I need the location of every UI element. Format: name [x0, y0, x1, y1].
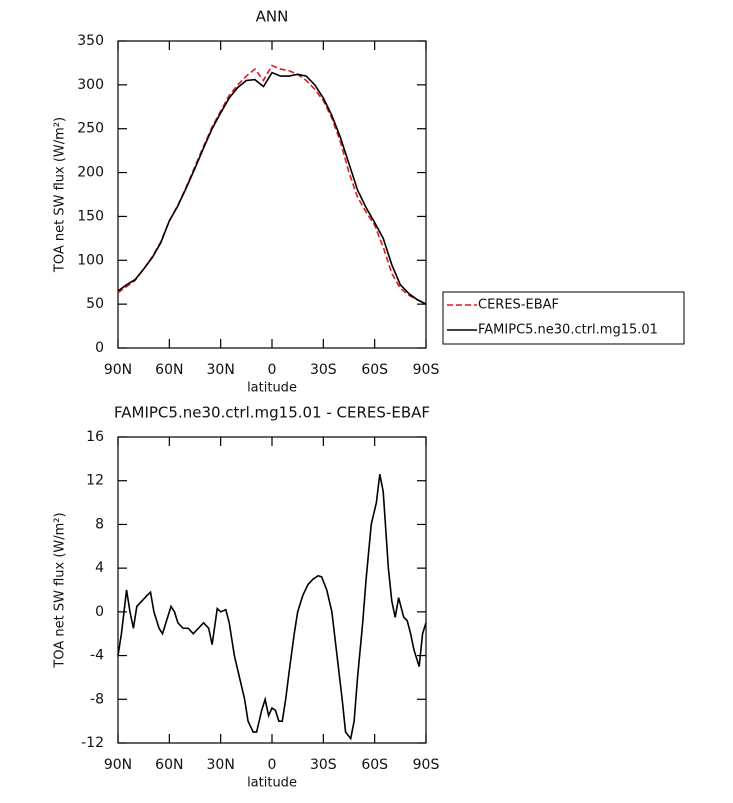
y-tick-label: 0 [95, 604, 104, 620]
x-tick-label: 60S [361, 757, 388, 773]
y-tick-label: 16 [86, 429, 104, 445]
x-tick-label: 90N [104, 362, 132, 378]
y-tick-label: 4 [95, 560, 104, 576]
x-tick-label: 0 [268, 757, 277, 773]
y-tick-label: 350 [77, 33, 104, 49]
y-tick-label: -12 [81, 735, 104, 751]
y-tick-label: -4 [90, 648, 104, 664]
x-tick-label: 60N [155, 362, 183, 378]
plot-frame [117, 40, 427, 349]
y-tick-label: 8 [95, 516, 104, 532]
x-tick-label: 90S [413, 757, 440, 773]
x-tick-label: 60N [155, 757, 183, 773]
y-axis-label: TOA net SW flux (W/m²) [53, 512, 68, 668]
chart-title: FAMIPC5.ne30.ctrl.mg15.01 - CERES-EBAF [114, 404, 430, 422]
x-tick-label: 60S [361, 362, 388, 378]
x-tick-label: 30N [207, 362, 235, 378]
y-tick-label: 200 [77, 165, 104, 181]
y-tick-label: 150 [77, 208, 104, 224]
y-tick-label: 50 [86, 296, 104, 312]
y-tick-label: 0 [95, 340, 104, 356]
x-axis-label: latitude [247, 381, 297, 396]
x-tick-label: 30S [310, 757, 337, 773]
y-tick-label: 12 [86, 473, 104, 489]
legend-label: FAMIPC5.ne30.ctrl.mg15.01 [478, 323, 658, 338]
y-axis-label: TOA net SW flux (W/m²) [53, 117, 68, 273]
legend-box [442, 291, 685, 345]
x-axis-label: latitude [247, 776, 297, 791]
plot-frame [117, 436, 427, 744]
x-tick-label: 90N [104, 757, 132, 773]
x-tick-label: 30N [207, 757, 235, 773]
y-tick-label: 100 [77, 252, 104, 268]
chart-title: ANN [256, 8, 289, 26]
legend-label: CERES-EBAF [478, 298, 559, 313]
x-tick-label: 30S [310, 362, 337, 378]
x-tick-label: 90S [413, 362, 440, 378]
data-line [117, 64, 427, 305]
data-line [117, 71, 427, 305]
data-line [117, 474, 427, 741]
y-tick-label: -8 [90, 691, 104, 707]
y-tick-label: 250 [77, 121, 104, 137]
x-tick-label: 0 [268, 362, 277, 378]
y-tick-label: 300 [77, 77, 104, 93]
